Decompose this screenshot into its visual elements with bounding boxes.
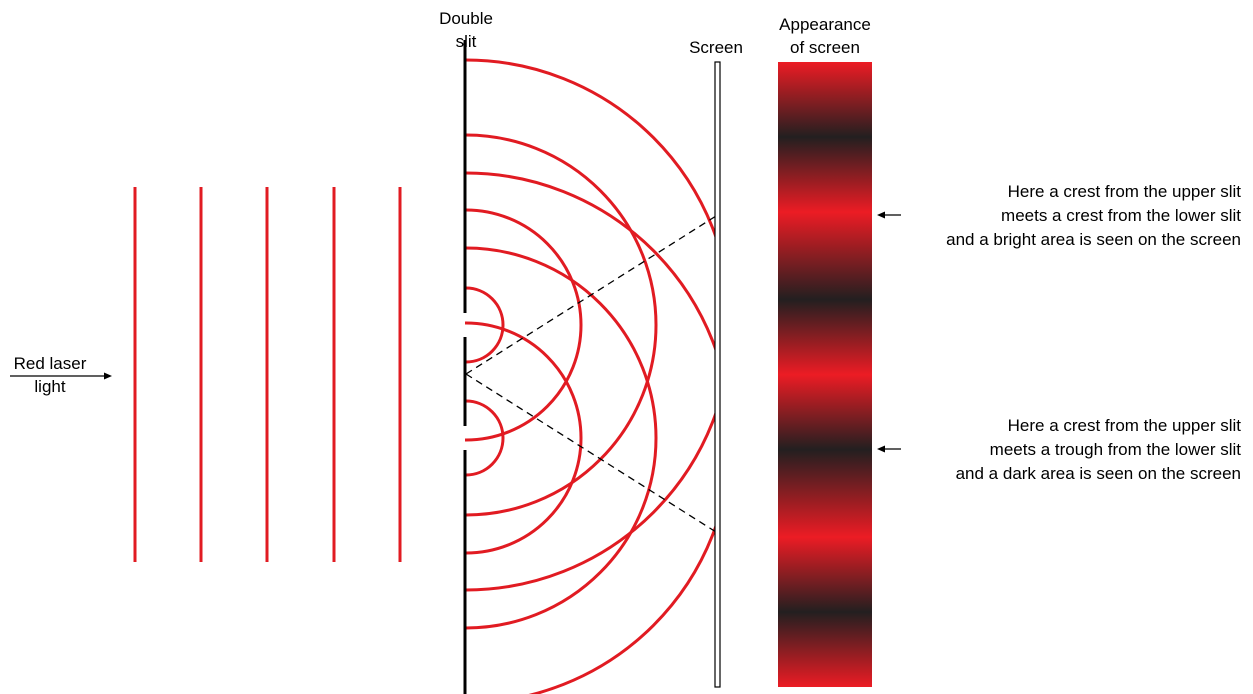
annotation-arrow-2 [877, 445, 901, 453]
dark-annotation-line3: and a dark area is seen on the screen [956, 464, 1241, 483]
laser-label-line2: light [34, 377, 65, 396]
arrow-head-icon [104, 372, 112, 380]
dark-annotation-line2: meets a trough from the lower slit [990, 440, 1242, 459]
screen [714, 61, 721, 688]
arrow-left-icon [877, 445, 885, 453]
lower-path-line [465, 373, 717, 533]
double-slit-label-line2: slit [456, 32, 477, 51]
appearance-label-line1: Appearance [779, 15, 871, 34]
screen-label: Screen [689, 38, 743, 57]
arrow-left-icon [877, 211, 885, 219]
appearance-label-line2: of screen [790, 38, 860, 57]
bright-annotation-line3: and a bright area is seen on the screen [946, 230, 1241, 249]
incident-wavefronts [133, 187, 402, 562]
laser-label-line1: Red laser [14, 354, 87, 373]
double-slit-label-line1: Double [439, 9, 493, 28]
annotation-arrow-1 [877, 211, 901, 219]
bright-annotation-line1: Here a crest from the upper slit [1008, 182, 1242, 201]
fringe-pattern [778, 62, 872, 687]
laser-arrow [10, 372, 112, 380]
path-lines [465, 215, 717, 533]
dark-annotation-line1: Here a crest from the upper slit [1008, 416, 1242, 435]
upper-path-line [465, 215, 717, 375]
bright-annotation-line2: meets a crest from the lower slit [1001, 206, 1241, 225]
